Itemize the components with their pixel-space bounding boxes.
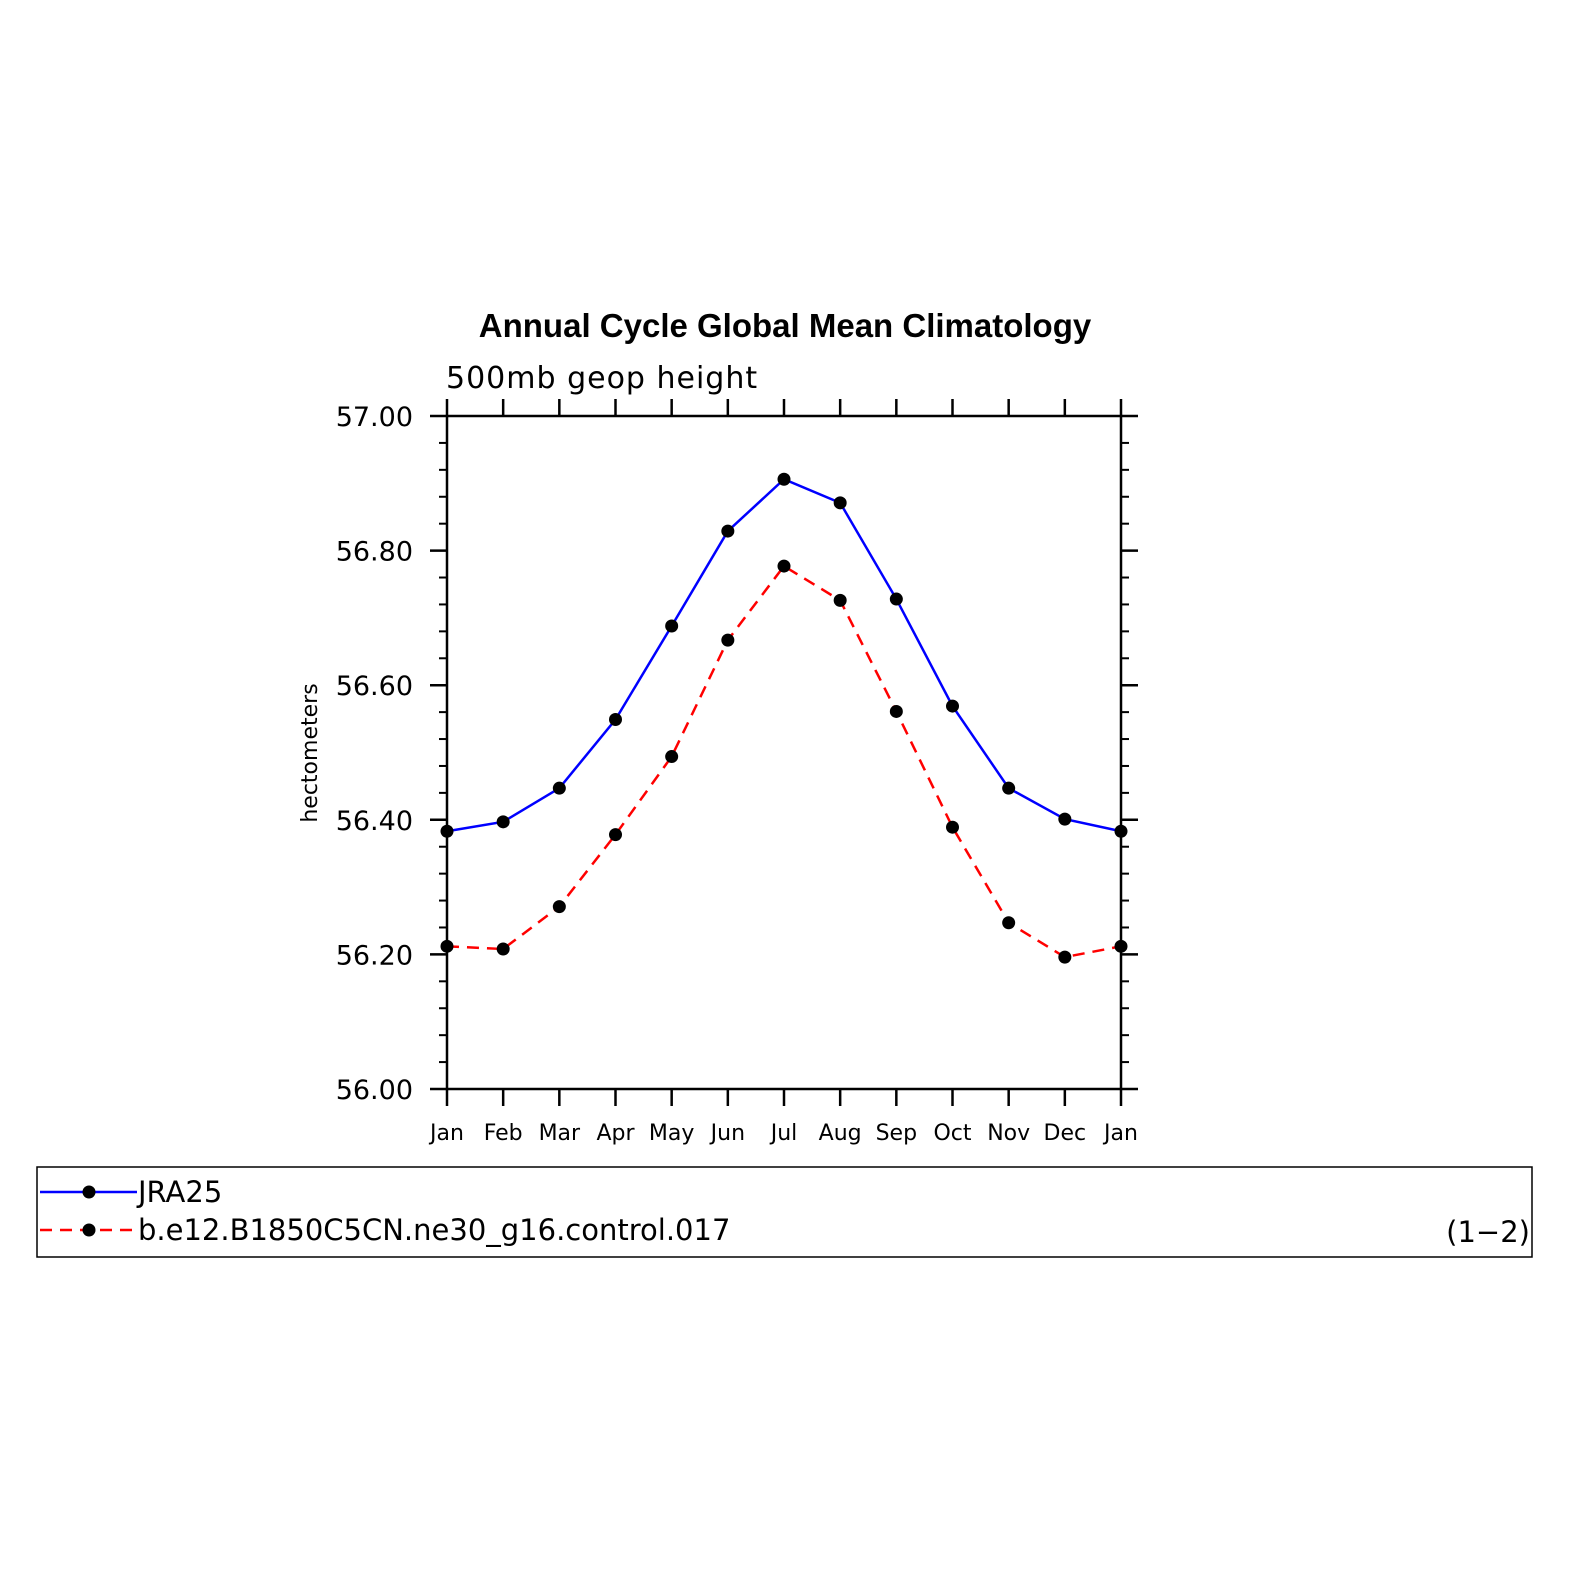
series-2-point: [440, 939, 454, 953]
x-tick-label: Nov: [987, 1121, 1030, 1146]
series-2-point: [496, 942, 510, 956]
series-2-point: [1114, 939, 1128, 953]
x-tick-label: Aug: [819, 1121, 862, 1146]
series-1-point: [440, 824, 454, 838]
y-axis-label: hectometers: [298, 683, 323, 822]
legend: JRA25 b.e12.B1850C5CN.ne30_g16.control.01…: [36, 1166, 1533, 1258]
series-1-point: [496, 815, 510, 829]
legend-marker-2: [82, 1223, 96, 1237]
series-1-point: [889, 592, 903, 606]
series-2-point: [833, 593, 847, 607]
series-1-point: [1058, 812, 1072, 826]
legend-box: [36, 1166, 1533, 1258]
y-tick-label: 56.80: [336, 537, 413, 568]
x-tick-label: Jan: [428, 1121, 464, 1146]
x-tick-label: Jul: [769, 1121, 798, 1146]
x-tick-label: Feb: [484, 1121, 523, 1146]
x-tick-label: Mar: [539, 1121, 581, 1146]
series-2-point: [1058, 950, 1072, 964]
legend-label-2: b.e12.B1850C5CN.ne30_g16.control.017: [138, 1213, 730, 1247]
series-2-point: [946, 820, 959, 834]
x-tick-label: Jun: [709, 1121, 745, 1146]
series-layer: [440, 472, 1128, 964]
series-2-point: [552, 900, 566, 914]
x-tick-label: Dec: [1044, 1121, 1087, 1146]
series-1-point: [1114, 824, 1128, 838]
series-1-point: [665, 619, 679, 633]
series-line-1: [446, 477, 1122, 833]
legend-marker-1: [82, 1185, 96, 1199]
x-tick-label: Jan: [1102, 1121, 1138, 1146]
series-1-point: [1002, 781, 1016, 795]
series-2-point: [777, 559, 791, 573]
series-1-point: [721, 524, 735, 538]
x-tick-label: Apr: [596, 1121, 635, 1146]
series-1-point: [777, 472, 791, 486]
x-tick-label: Sep: [876, 1121, 917, 1146]
chart-subtitle: 500mb geop height: [446, 361, 758, 396]
series-2-point: [721, 633, 735, 647]
series-1-point: [552, 781, 566, 795]
series-2-point: [1002, 916, 1016, 930]
plot-frame: [445, 414, 1123, 1091]
y-tick-label: 57.00: [336, 402, 413, 433]
series-2-point: [609, 828, 622, 842]
series-1-point: [609, 713, 622, 727]
y-tick-label: 56.60: [336, 671, 413, 702]
x-tick-label: Oct: [933, 1121, 971, 1146]
series-2-point: [889, 704, 903, 718]
series-1-point: [833, 496, 847, 510]
series-2-point: [665, 750, 679, 764]
y-tick-label: 56.00: [336, 1075, 413, 1106]
y-tick-label: 56.40: [336, 806, 413, 837]
legend-label-1: JRA25: [136, 1175, 222, 1209]
legend-note: (1−2): [1446, 1215, 1530, 1249]
chart-title: Annual Cycle Global Mean Climatology: [479, 307, 1092, 344]
series-line-2: [446, 564, 1122, 959]
series-1-point: [946, 699, 959, 713]
y-tick-label: 56.20: [336, 940, 413, 971]
x-tick-label: May: [649, 1121, 694, 1146]
plot-axes: 56.00 56.20 56.40 56.60 56.80 57.00 Jan Feb Mar A…: [336, 399, 1138, 1146]
